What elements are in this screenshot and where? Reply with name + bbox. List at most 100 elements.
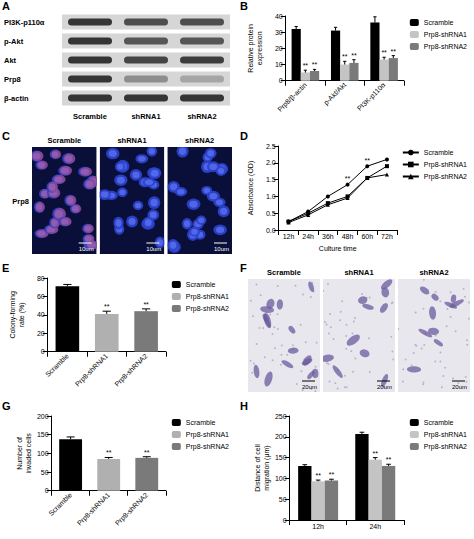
svg-text:**: ** [312, 61, 318, 68]
svg-text:0.5: 0.5 [266, 210, 276, 217]
svg-text:**: ** [315, 472, 321, 479]
svg-text:rate (%): rate (%) [18, 302, 26, 327]
svg-text:12h: 12h [283, 233, 295, 240]
svg-text:Prp8-shRNA2: Prp8-shRNA2 [424, 443, 467, 451]
svg-text:Prp8-shRNA2: Prp8-shRNA2 [186, 305, 229, 313]
svg-text:shRNA1: shRNA1 [344, 268, 373, 277]
svg-text:48h: 48h [342, 233, 354, 240]
svg-text:2.5: 2.5 [266, 143, 276, 150]
svg-text:0.0: 0.0 [266, 227, 276, 234]
svg-text:1.5: 1.5 [266, 176, 276, 183]
svg-text:0: 0 [283, 517, 287, 524]
svg-text:**: ** [144, 449, 150, 456]
svg-text:Scramble: Scramble [424, 419, 454, 426]
svg-text:invaded cells: invaded cells [25, 433, 32, 474]
svg-text:**: ** [345, 175, 351, 182]
svg-text:migration (μm): migration (μm) [263, 445, 271, 490]
svg-text:Prp8: Prp8 [4, 75, 21, 84]
svg-text:0: 0 [279, 77, 283, 84]
svg-text:Scramble: Scramble [44, 352, 70, 378]
svg-text:PI3K-p110α: PI3K-p110α [4, 18, 45, 27]
svg-text:20: 20 [37, 330, 45, 337]
svg-text:shRNA2: shRNA2 [185, 136, 214, 145]
svg-text:Prp8-shRNA2: Prp8-shRNA2 [424, 43, 467, 51]
svg-text:**: ** [143, 301, 149, 308]
svg-text:24h: 24h [302, 233, 314, 240]
svg-text:Prp8-shRNA2: Prp8-shRNA2 [186, 443, 229, 451]
svg-text:10um: 10um [146, 246, 161, 252]
svg-text:20um: 20um [377, 384, 392, 390]
svg-text:Scramble: Scramble [424, 149, 454, 156]
svg-text:150: 150 [37, 431, 49, 438]
svg-text:p-Akt/Akt: p-Akt/Akt [322, 81, 348, 107]
svg-text:Prp8/β-actin: Prp8/β-actin [276, 81, 308, 113]
svg-text:Prp8-shRNA1: Prp8-shRNA1 [424, 161, 467, 169]
svg-text:Scramble: Scramble [186, 419, 216, 426]
svg-text:**: ** [351, 52, 357, 59]
svg-text:0: 0 [45, 487, 49, 494]
svg-text:60: 60 [37, 293, 45, 300]
svg-text:10um: 10um [214, 246, 229, 252]
svg-text:p-Akt: p-Akt [4, 37, 24, 46]
svg-text:Prp8-shRNA1: Prp8-shRNA1 [186, 431, 229, 439]
svg-text:Prp8-shRNA1: Prp8-shRNA1 [424, 431, 467, 439]
svg-text:Prp8-shRNA2: Prp8-shRNA2 [114, 491, 150, 527]
svg-text:shRNA2: shRNA2 [419, 268, 448, 277]
svg-text:Number of: Number of [16, 437, 23, 470]
svg-text:Colony-forming: Colony-forming [9, 291, 17, 339]
svg-text:β-actin: β-actin [4, 94, 29, 103]
svg-text:expression: expression [256, 31, 264, 65]
svg-text:1.0: 1.0 [266, 193, 276, 200]
svg-text:Distance of cell: Distance of cell [254, 444, 261, 492]
svg-text:Scramble: Scramble [424, 19, 454, 26]
svg-text:**: ** [303, 62, 309, 69]
svg-text:Prp8-shRNA1: Prp8-shRNA1 [186, 293, 229, 301]
svg-text:**: ** [373, 450, 379, 457]
svg-text:Prp8-shRNA2: Prp8-shRNA2 [424, 173, 467, 181]
svg-text:**: ** [106, 449, 112, 456]
svg-text:2.0: 2.0 [266, 159, 276, 166]
svg-text:10um: 10um [79, 246, 94, 252]
svg-text:100: 100 [37, 450, 49, 457]
svg-text:Scramble: Scramble [73, 112, 107, 121]
svg-text:150: 150 [275, 454, 287, 461]
svg-text:80: 80 [37, 275, 45, 282]
svg-text:20: 20 [275, 45, 283, 52]
svg-text:40: 40 [275, 13, 283, 20]
svg-text:Prp8-shRNA1: Prp8-shRNA1 [424, 31, 467, 39]
svg-text:60h: 60h [361, 233, 373, 240]
svg-text:12h: 12h [312, 523, 324, 530]
svg-text:**: ** [342, 53, 348, 60]
svg-text:Scramble: Scramble [47, 136, 81, 145]
svg-text:Prp8-shRNA1: Prp8-shRNA1 [76, 491, 112, 527]
svg-text:Scramble: Scramble [47, 491, 73, 517]
svg-text:**: ** [365, 157, 371, 164]
svg-text:200: 200 [275, 433, 287, 440]
svg-text:40: 40 [37, 311, 45, 318]
svg-text:30: 30 [275, 29, 283, 36]
svg-text:250: 250 [275, 413, 287, 420]
svg-text:Prp8: Prp8 [12, 197, 29, 206]
svg-text:50: 50 [279, 496, 287, 503]
svg-text:shRNA2: shRNA2 [187, 112, 216, 121]
svg-text:24h: 24h [369, 523, 381, 530]
svg-text:36h: 36h [322, 233, 334, 240]
svg-text:0: 0 [41, 348, 45, 355]
svg-text:**: ** [391, 48, 397, 55]
svg-text:200: 200 [37, 413, 49, 420]
svg-text:Culture time: Culture time [319, 245, 357, 252]
svg-text:Absorbance (OD): Absorbance (OD) [247, 161, 255, 215]
svg-text:**: ** [381, 49, 387, 56]
svg-text:10: 10 [275, 61, 283, 68]
svg-text:Prp8-shRNA2: Prp8-shRNA2 [113, 352, 149, 388]
svg-text:Relative protein: Relative protein [247, 24, 255, 73]
svg-text:Scramble: Scramble [186, 281, 216, 288]
svg-text:shRNA1: shRNA1 [117, 136, 146, 145]
svg-text:Akt: Akt [4, 56, 17, 65]
svg-text:20um: 20um [302, 384, 317, 390]
svg-text:**: ** [386, 456, 392, 463]
svg-text:Prp8-shRNA1: Prp8-shRNA1 [74, 352, 110, 388]
svg-text:PI3K-p110α: PI3K-p110α [356, 81, 387, 112]
svg-text:100: 100 [275, 475, 287, 482]
svg-text:20um: 20um [452, 384, 467, 390]
